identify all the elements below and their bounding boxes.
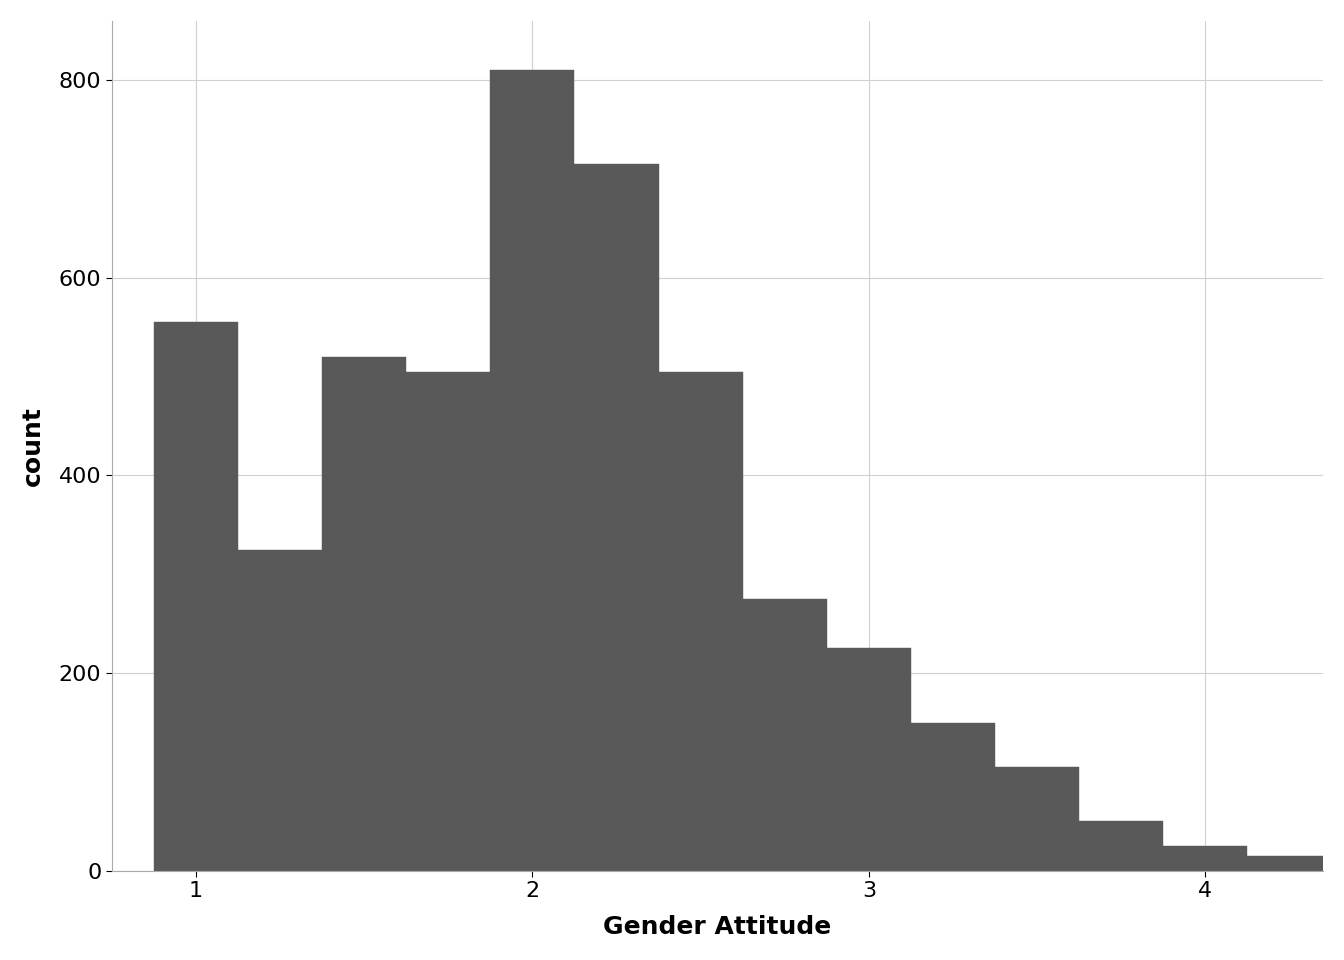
Bar [323,357,406,871]
Bar [743,599,827,871]
Bar [995,767,1079,871]
Bar [238,550,323,871]
Bar [827,648,911,871]
Y-axis label: count: count [22,406,44,486]
X-axis label: Gender Attitude: Gender Attitude [603,915,832,939]
Bar [406,372,491,871]
Bar [574,164,659,871]
Bar [1247,856,1332,871]
Bar [153,323,238,871]
Bar [491,70,574,871]
Bar [659,372,743,871]
Bar [1079,822,1164,871]
Bar [911,723,995,871]
Bar [1164,846,1247,871]
